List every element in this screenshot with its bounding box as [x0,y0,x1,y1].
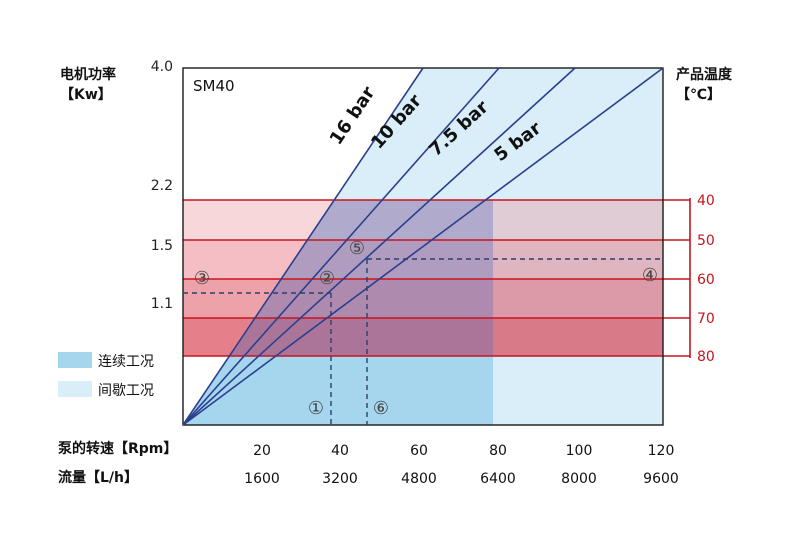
legend-label-intermittent: 间歇工况 [98,383,154,399]
x-tick-flow: 4800 [401,471,437,487]
x-tick-rpm: 120 [648,443,675,459]
marker-label: ② [319,268,335,289]
pressure-line [182,67,664,426]
x-row2-label: 流量【L/h】 [58,470,139,486]
chart-title: SM40 [193,77,235,95]
y-left-title-line2: 【Kw】 [60,87,112,103]
x-tick-flow: 6400 [480,471,516,487]
temperature-band [183,279,663,318]
x-row1-label: 泵的转速【Rpm】 [58,441,178,457]
marker-label: ① [308,398,324,419]
pressure-line [182,67,424,426]
temperature-band [183,318,663,356]
right-tick-label: 50 [697,233,715,249]
marker-label: ⑤ [349,238,365,259]
x-tick-rpm: 100 [566,443,593,459]
x-tick-flow: 1600 [244,471,280,487]
y-tick-4-0: 4.0 [150,59,173,75]
x-tick-flow: 3200 [322,471,358,487]
y-tick-1-1: 1.1 [150,296,173,312]
x-tick-rpm: 40 [331,443,349,459]
right-tick-label: 80 [697,349,715,365]
y-right-title-line2: 【℃】 [676,87,721,103]
marker-label: ⑥ [373,398,389,419]
operating-overlap [229,200,494,356]
continuous-area [183,356,493,425]
y-left-title-line1: 电机功率 [60,67,116,83]
y-right-title-line1: 产品温度 [676,67,732,83]
pressure-line [182,67,576,426]
marker-label: ④ [642,265,658,286]
right-tick-label: 60 [697,272,715,288]
x-tick-rpm: 20 [253,443,271,459]
x-tick-flow: 9600 [643,471,679,487]
right-tick-label: 40 [697,193,715,209]
legend-intermittent: 间歇工况 [58,381,194,399]
pressure-line [182,67,500,426]
x-tick-rpm: 60 [410,443,428,459]
y-tick-1-5: 1.5 [150,238,173,254]
legend-continuous: 连续工况 [58,352,194,370]
legend-label-continuous: 连续工况 [98,354,154,370]
x-tick-flow: 8000 [561,471,597,487]
marker-label: ③ [194,268,210,289]
legend-swatch-continuous [58,352,92,368]
y-tick-2-2: 2.2 [150,178,173,194]
x-tick-rpm: 80 [489,443,507,459]
legend-swatch-intermittent [58,381,92,397]
right-tick-label: 70 [697,311,715,327]
